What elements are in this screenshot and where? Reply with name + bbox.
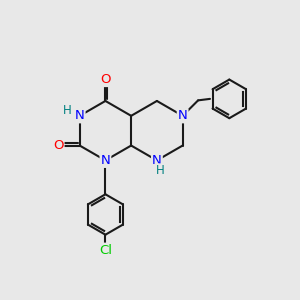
- Text: N: N: [178, 109, 188, 122]
- Text: H: H: [156, 164, 165, 177]
- Text: N: N: [75, 109, 85, 122]
- Text: O: O: [53, 139, 64, 152]
- Text: O: O: [100, 73, 111, 86]
- Text: Cl: Cl: [99, 244, 112, 257]
- Text: N: N: [100, 154, 110, 167]
- Text: N: N: [152, 154, 162, 167]
- Text: H: H: [63, 104, 72, 117]
